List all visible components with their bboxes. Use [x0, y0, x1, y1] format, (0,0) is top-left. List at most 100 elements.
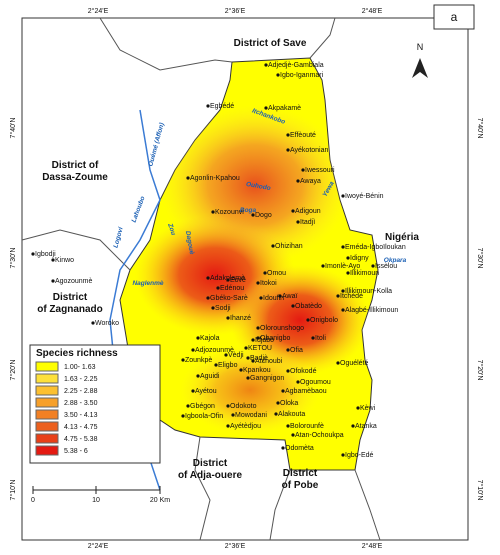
village-label: Obatèdo	[295, 303, 322, 310]
legend-label: 4.13 - 4.75	[64, 424, 98, 431]
country-label: Nigéria	[385, 232, 419, 243]
district-label: Dassa-Zoume	[42, 172, 108, 183]
village-dot	[296, 220, 300, 224]
village-label: Ayétou	[195, 388, 217, 395]
coord-label: 7°10'N	[476, 480, 484, 501]
village-dot	[226, 316, 230, 320]
village-dot	[321, 264, 325, 268]
village-dot	[281, 446, 285, 450]
village-dot	[271, 244, 275, 248]
village-dot	[341, 453, 345, 457]
scale-label: 20 Km	[150, 497, 170, 504]
border	[99, 17, 233, 71]
village-label: Igbo-Iganmari	[280, 72, 324, 79]
village-label: Onigbolo	[310, 317, 338, 324]
village-label: Aguidi	[200, 373, 220, 380]
village-dot	[301, 168, 305, 172]
river-label: Okpara	[384, 257, 407, 264]
region	[119, 57, 379, 471]
village-label: Kèwi	[360, 405, 376, 412]
village-label: Ayétèdjou	[230, 423, 261, 430]
scale-bar: 0 10 20 Km	[31, 486, 170, 504]
scale-label: 0	[31, 497, 35, 504]
coord-label: 7°30'N	[476, 248, 484, 269]
village-dot	[276, 401, 280, 405]
legend-label: 1.00- 1.63	[64, 364, 96, 371]
village-label: Mowodani	[235, 412, 267, 419]
village-dot	[341, 245, 345, 249]
village-label: Idigny	[350, 255, 369, 262]
legend-swatch	[35, 409, 59, 420]
village-dot	[296, 380, 300, 384]
village-label: Gangnigon	[250, 375, 284, 382]
village-dot	[244, 346, 248, 350]
village-label: Olorounshogo	[260, 325, 304, 332]
village-dot	[51, 258, 55, 262]
village-dot	[211, 306, 215, 310]
legend-swatch	[35, 397, 59, 408]
village-label: Badjè	[250, 355, 268, 362]
coord-label: 7°10'N	[9, 480, 17, 501]
village-label: Ofokodé	[290, 368, 317, 375]
village-dot	[306, 318, 310, 322]
border	[194, 436, 211, 541]
legend-swatch	[35, 373, 59, 384]
river-label: Zou	[166, 222, 177, 237]
district-label: District of Save	[234, 38, 307, 49]
village-label: Ofia	[290, 347, 303, 354]
village-label: Adjedjè-Gambiala	[268, 62, 324, 69]
village-dot	[341, 289, 345, 293]
village-dot	[224, 353, 228, 357]
village-label: Agonlin-Kpahou	[190, 175, 240, 182]
village-label: Woroko	[95, 320, 119, 327]
village-dot	[311, 336, 315, 340]
north-label: N	[417, 42, 424, 52]
coord-label: 7°20'N	[476, 360, 484, 381]
panel-label: a	[451, 10, 458, 24]
district-label: District of	[52, 160, 99, 171]
village-label: Kinwo	[55, 257, 74, 264]
village-dot	[371, 264, 375, 268]
village-dot	[286, 369, 290, 373]
legend-swatch	[35, 361, 59, 372]
coord-label: 2°36'E	[225, 7, 246, 15]
village-dot	[276, 73, 280, 77]
village-label: Edénou	[220, 285, 244, 292]
legend-label: 4.75 - 5.38	[64, 436, 98, 443]
village-dot	[206, 104, 210, 108]
legend-swatch	[35, 421, 59, 432]
village-label: Awaï	[282, 293, 297, 300]
village-label: Imonlè-Ayo	[325, 263, 360, 270]
village-dot	[341, 308, 345, 312]
legend-title: Species richness	[36, 348, 118, 359]
coord-label: 2°24'E	[88, 7, 109, 15]
legend-swatch	[35, 445, 59, 456]
village-label: Igbo-Edé	[345, 452, 374, 459]
village-label: Bolorounfè	[290, 423, 324, 430]
coord-label: 7°30'N	[9, 248, 17, 269]
legend-label: 3.50 - 4.13	[64, 412, 98, 419]
district-label: District	[53, 292, 88, 303]
village-label: Adigoun	[295, 208, 321, 215]
village-label: Igbodji	[35, 251, 56, 258]
village-dot	[251, 338, 255, 342]
village-dot	[278, 294, 282, 298]
village-label: Gbéko-Sarè	[210, 295, 248, 302]
village-label: Kajola	[200, 335, 220, 342]
village-dot	[186, 176, 190, 180]
village-dot	[181, 358, 185, 362]
village-dot	[246, 356, 250, 360]
village-dot	[196, 336, 200, 340]
village-label: Atanka	[355, 423, 377, 430]
village-dot	[296, 179, 300, 183]
village-dot	[251, 359, 255, 363]
village-label: Egbédé	[210, 103, 234, 110]
village-dot	[191, 389, 195, 393]
village-label: Alakouta	[278, 411, 305, 418]
coord-label: 7°40'N	[9, 118, 17, 139]
village-label: Iwessouri	[305, 167, 335, 174]
legend-swatch	[35, 433, 59, 444]
legend: Species richness 1.00- 1.63 1.63 - 2.25 2.…	[29, 344, 161, 464]
village-label: Odomèta	[285, 445, 314, 452]
